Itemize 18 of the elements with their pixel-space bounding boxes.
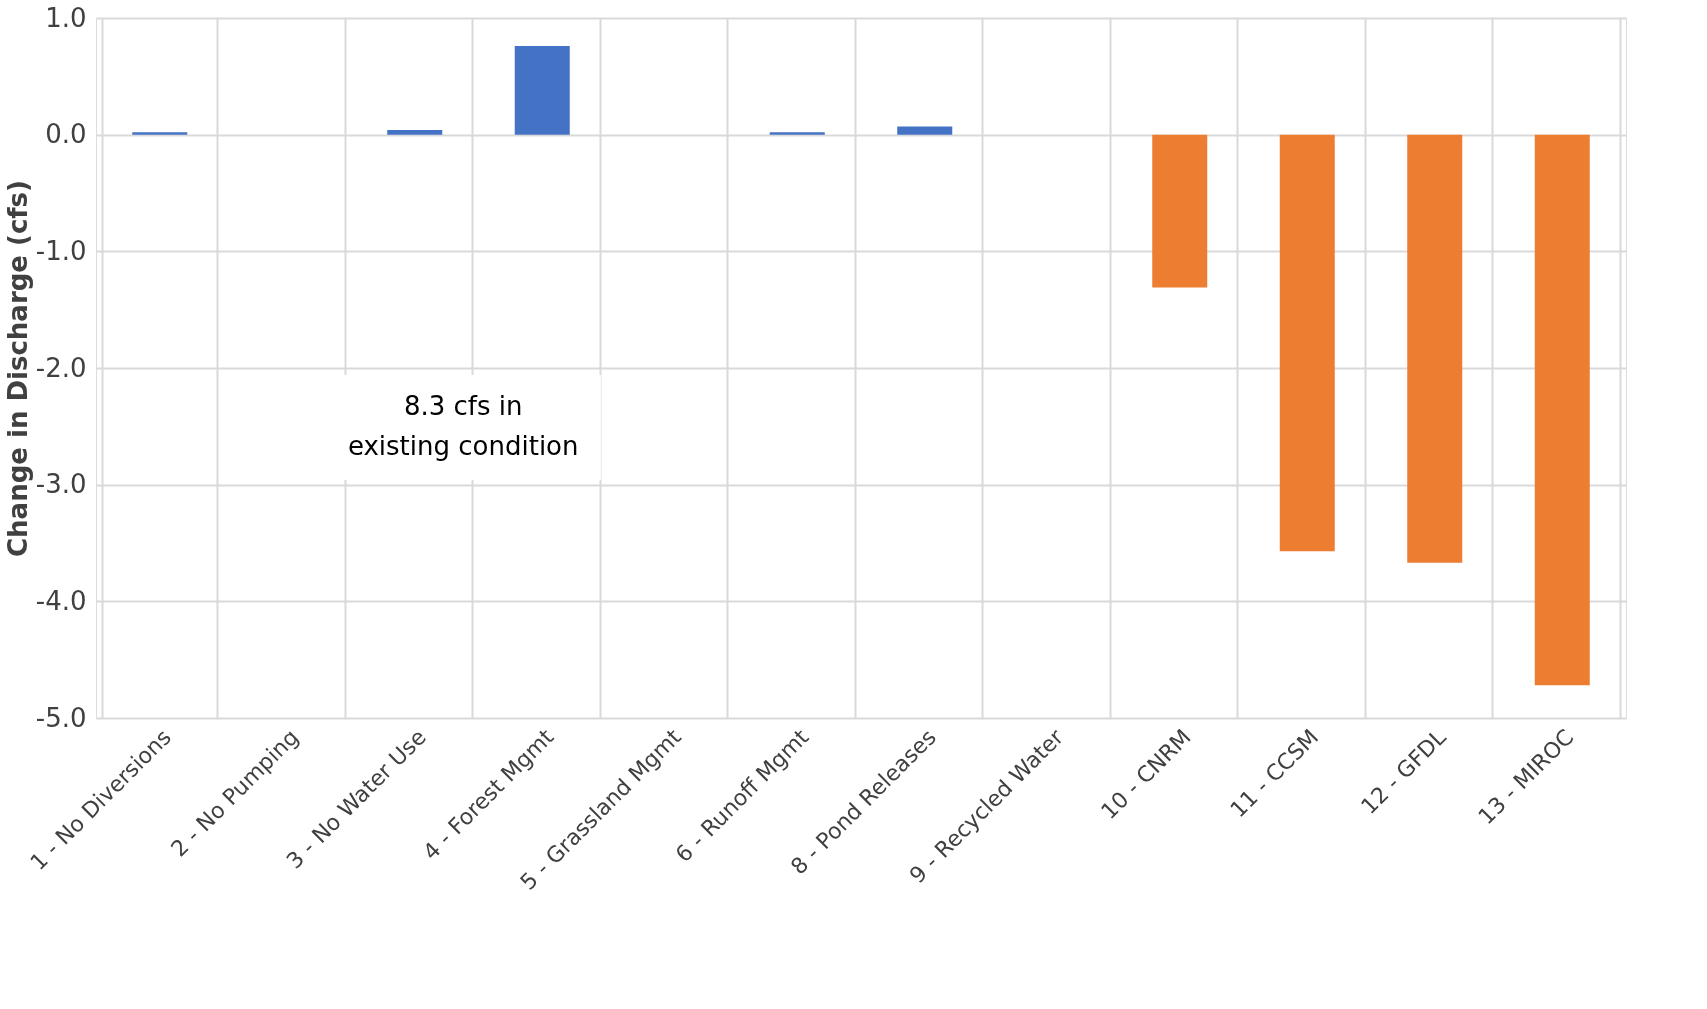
y-tick-label: -1.0 (35, 235, 87, 266)
y-tick-label: 1.0 (45, 2, 87, 33)
y-axis-title: Change in Discharge (cfs) (2, 180, 33, 557)
y-tick-label: -3.0 (35, 469, 87, 500)
annotation: 8.3 cfs in existing condition (347, 390, 579, 461)
bar (769, 132, 825, 135)
bar (387, 130, 443, 135)
bar (897, 126, 953, 135)
bar (1279, 134, 1335, 552)
bar (514, 46, 570, 135)
bar (1534, 134, 1590, 686)
y-tick-label: 0.0 (45, 119, 87, 150)
bar (1152, 134, 1208, 288)
y-tick-label: -4.0 (35, 585, 87, 616)
bar (132, 132, 188, 135)
bar (1407, 134, 1463, 563)
y-tick-label: -2.0 (35, 352, 87, 383)
y-tick-label: -5.0 (35, 702, 87, 733)
